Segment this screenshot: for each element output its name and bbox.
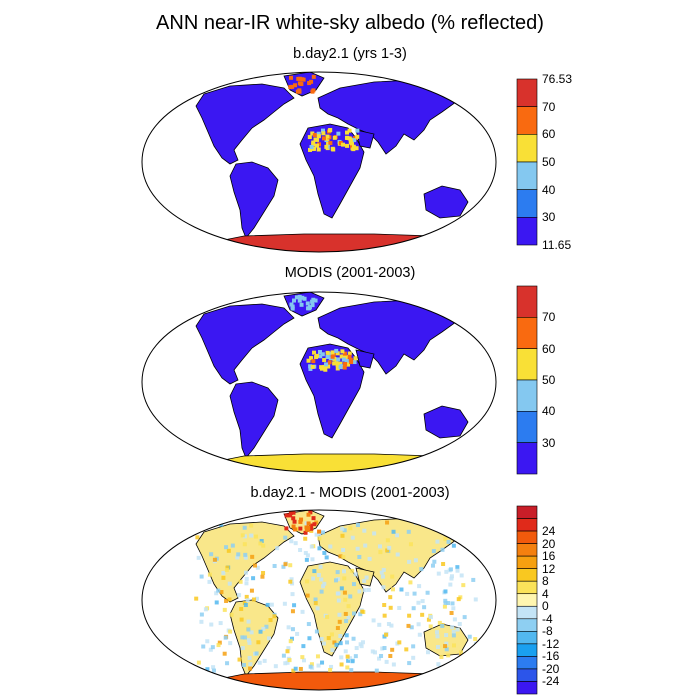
- colorbar-tick-label: 16: [542, 549, 556, 564]
- colorbar-tick-label: 76.53: [542, 72, 573, 86]
- colorbar-swatch: [516, 605, 538, 620]
- sahara-high-albedo: [307, 128, 360, 152]
- colorbar-swatch: [516, 618, 538, 632]
- colorbar-swatch: [516, 106, 538, 135]
- map-model-albedo: [141, 71, 497, 253]
- colorbar-swatch: [516, 656, 538, 670]
- colorbar-tick-label: -12: [542, 636, 560, 651]
- colorbar-swatch: [516, 543, 538, 557]
- colorbar-tick-label: 20: [542, 536, 556, 551]
- colorbar-tick-label: -20: [542, 661, 560, 676]
- sahara-high-albedo: [306, 348, 358, 372]
- colorbar-swatch: [516, 348, 538, 381]
- land-australia: [423, 405, 469, 439]
- land-arabia: [355, 349, 375, 369]
- panel-title-model: b.day2.1 (yrs 1-3): [293, 46, 407, 62]
- colorbar-tick-label: 11.65: [542, 238, 572, 252]
- colorbar-swatch: [516, 668, 538, 682]
- colorbar-tick-label: -16: [542, 649, 560, 664]
- colorbar-swatch: [516, 555, 538, 569]
- land-arabia: [355, 129, 375, 149]
- colorbar-swatch: [516, 217, 538, 246]
- colorbar-tick-label: 24: [542, 524, 556, 539]
- colorbar-tick-label: 30: [542, 435, 556, 450]
- land-northAmerica: [195, 83, 295, 165]
- greenland-high-albedo: [288, 74, 316, 94]
- colorbar-swatch: [516, 643, 538, 657]
- colorbar-tick-label: -8: [542, 624, 553, 639]
- map-modis-albedo: [141, 291, 497, 473]
- colorbar-swatch: [516, 530, 538, 544]
- difference-noise: [194, 520, 478, 674]
- panel-title-difference: b.day2.1 - MODIS (2001-2003): [250, 485, 450, 501]
- colorbar-tick-label: 8: [542, 574, 549, 589]
- colorbar-swatch: [516, 681, 538, 695]
- greenland-red-difference: [284, 510, 322, 535]
- colorbar-swatch: [516, 411, 538, 443]
- figure-title: ANN near-IR white-sky albedo (% reflecte…: [156, 12, 544, 34]
- colorbar-swatch: [516, 505, 538, 519]
- colorbar-swatch: [516, 161, 538, 190]
- colorbar-swatch: [516, 593, 538, 607]
- map-difference-albedo: [141, 509, 497, 691]
- colorbar-swatch: [516, 317, 538, 349]
- colorbar-swatch: [516, 518, 538, 532]
- colorbar-swatch: [516, 580, 538, 595]
- land-australia: [423, 185, 469, 219]
- land-northAmerica: [195, 521, 295, 603]
- colorbar-swatch: [516, 379, 538, 412]
- colorbar-modis: 30 40 50 60 70: [516, 285, 580, 475]
- colorbar-tick-label: 60: [542, 127, 556, 142]
- colorbar-swatch: [516, 568, 538, 582]
- colorbar-swatch: [516, 631, 538, 645]
- colorbar-tick-label: 30: [542, 210, 556, 225]
- colorbar-tick-label: 60: [542, 341, 556, 356]
- panel-title-modis: MODIS (2001-2003): [284, 265, 416, 281]
- land-australia: [423, 623, 469, 657]
- colorbar-tick-label: 50: [542, 373, 556, 387]
- colorbar-tick-label: 40: [542, 404, 556, 419]
- colorbar-tick-label: 12: [542, 561, 556, 576]
- colorbar-model: 11.65 30 40 50 60 70 76.53: [516, 72, 580, 252]
- colorbar-swatch: [516, 442, 538, 475]
- colorbar-swatch: [516, 78, 538, 107]
- land-southAmerica: [229, 161, 279, 239]
- colorbar-tick-label: -24: [542, 674, 560, 689]
- colorbar-tick-label: 0: [542, 599, 549, 614]
- colorbar-difference: -24 -20 -16 -12 -8 -4 0 4 8 12 16 20 24: [516, 505, 580, 695]
- land-southAmerica: [229, 381, 279, 459]
- colorbar-swatch: [516, 134, 538, 163]
- colorbar-swatch: [516, 189, 538, 218]
- colorbar-tick-label: 4: [542, 586, 549, 601]
- colorbar-tick-label: 70: [542, 99, 556, 114]
- colorbar-tick-label: 70: [542, 310, 556, 325]
- colorbar-tick-label: -4: [542, 611, 553, 626]
- colorbar-tick-label: 40: [542, 182, 556, 197]
- land-northAmerica: [195, 303, 295, 385]
- colorbar-swatch: [516, 285, 538, 318]
- colorbar-tick-label: 50: [542, 155, 556, 169]
- greenland-high-albedo: [289, 294, 318, 311]
